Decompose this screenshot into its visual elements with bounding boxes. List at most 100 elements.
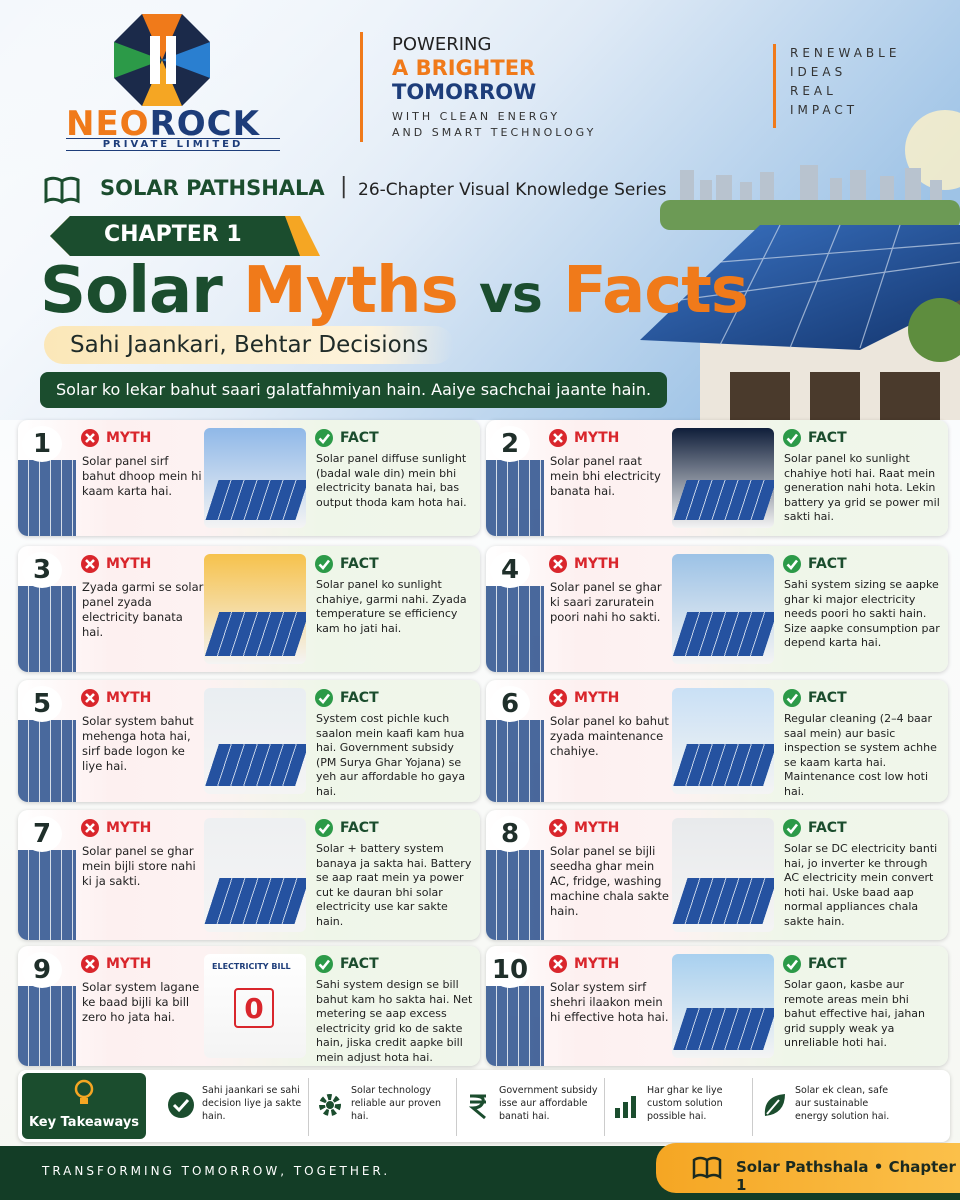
myth-text: Zyada garmi se solar panel zyada electri… <box>82 580 204 639</box>
fact-text: Sahi system sizing se aapke ghar ki majo… <box>784 578 940 649</box>
card-image <box>204 428 306 528</box>
fact-icon <box>783 555 801 573</box>
subtitle: Sahi Jaankari, Behtar Decisions <box>44 326 455 364</box>
myth-text: Solar system bahut mehenga hota hai, sir… <box>82 714 194 773</box>
title-word: Solar <box>40 254 223 328</box>
image-panel <box>205 480 306 520</box>
card-image: ELECTRICITY BILL 0 <box>204 954 306 1058</box>
myth-text: Solar system lagane ke baad bijli ka bil… <box>82 980 200 1024</box>
card-number: 1 <box>22 426 62 462</box>
myth-text: Solar panel ko bahut zyada maintenance c… <box>550 714 669 758</box>
footer-badge: Solar Pathshala • Chapter 1 <box>656 1143 960 1194</box>
fact-label-text: FACT <box>808 820 847 836</box>
card-thumbnail <box>486 720 544 802</box>
myth-label: MYTH <box>80 554 151 574</box>
card-image <box>672 428 774 528</box>
fact-label: FACT <box>314 818 379 838</box>
myth-text: Solar panel se ghar mein bijli store nah… <box>82 844 196 888</box>
fact-text: Solar + battery system banaya ja sakta h… <box>316 842 472 928</box>
card-number: 7 <box>22 816 62 852</box>
myth-label: MYTH <box>80 428 151 448</box>
fact-label: FACT <box>782 954 847 974</box>
myth-label: MYTH <box>80 688 151 708</box>
fact-text: Solar panel ko sunlight chahiye, garmi n… <box>316 578 467 635</box>
card-number: 10 <box>490 952 530 988</box>
card-image <box>204 554 306 664</box>
side-word: RENEWABLE <box>790 46 901 60</box>
myth-label: MYTH <box>548 554 619 574</box>
card-thumbnail <box>18 850 76 940</box>
image-panel <box>204 878 306 924</box>
myth-label: MYTH <box>548 688 619 708</box>
myth-label-text: MYTH <box>106 690 152 706</box>
book-icon <box>692 1156 722 1180</box>
fact-label-text: FACT <box>340 556 379 572</box>
card-image <box>672 818 774 932</box>
image-panel <box>672 878 774 924</box>
takeaway-icon <box>764 1094 785 1116</box>
fact-label-text: FACT <box>808 430 847 446</box>
series-description: 26-Chapter Visual Knowledge Series <box>358 180 667 200</box>
takeaway-text: Government subsidy isse aur affordable b… <box>499 1085 598 1122</box>
myth-fact-card: 9 MYTH Solar system lagane ke baad bijli k… <box>18 946 480 1066</box>
card-thumbnail <box>486 850 544 940</box>
fact-icon <box>315 819 333 837</box>
fact-icon <box>315 555 333 573</box>
fact-icon <box>783 429 801 447</box>
takeaway-icon <box>615 1096 636 1118</box>
myth-icon <box>81 955 99 973</box>
fact-text: Solar se DC electricity banti hai, jo in… <box>784 842 938 928</box>
myth-icon <box>549 429 567 447</box>
fact-label-text: FACT <box>340 690 379 706</box>
image-panel <box>673 1008 774 1050</box>
takeaway: Sahi jaankari se sahi decision liye ja s… <box>160 1078 306 1136</box>
title-word: vs <box>478 265 543 325</box>
takeaway: Government subsidy isse aur affordable b… <box>456 1078 602 1136</box>
card-thumbnail <box>18 986 76 1066</box>
fact-icon <box>783 955 801 973</box>
fact-icon <box>315 955 333 973</box>
fact-text: Regular cleaning (2–4 baar saal mein) au… <box>784 712 937 798</box>
card-image <box>204 818 306 932</box>
card-number: 5 <box>22 686 62 722</box>
myth-label: MYTH <box>548 428 619 448</box>
logo-name: NEOROCK <box>66 104 260 144</box>
title-word: Myths <box>243 254 459 328</box>
logo-subtitle: PRIVATE LIMITED <box>66 138 280 151</box>
side-words: RENEWABLE IDEAS REAL IMPACT <box>790 44 900 120</box>
image-panel <box>204 612 306 656</box>
myth-label-text: MYTH <box>574 956 620 972</box>
myth-label-text: MYTH <box>106 956 152 972</box>
myth-label-text: MYTH <box>574 430 620 446</box>
myth-label-text: MYTH <box>574 820 620 836</box>
takeaway-text: Sahi jaankari se sahi decision liye ja s… <box>202 1085 302 1122</box>
myth-label: MYTH <box>80 818 151 838</box>
takeaway-text: Har ghar ke liye custom solution possibl… <box>647 1085 723 1122</box>
takeaway-text: Solar technology reliable aur proven hai… <box>351 1085 441 1122</box>
fact-text: Solar gaon, kasbe aur remote areas mein … <box>784 978 926 1049</box>
takeaways-header: Key Takeaways <box>22 1073 146 1139</box>
myth-label-text: MYTH <box>574 556 620 572</box>
card-number: 8 <box>490 816 530 852</box>
takeaway-text: Solar ek clean, safe aur sustainable ene… <box>795 1085 890 1122</box>
fact-text: Solar panel diffuse sunlight (badal wale… <box>316 452 467 509</box>
tagline: POWERING <box>392 34 492 55</box>
image-panel <box>672 612 774 656</box>
chapter-badge-shape <box>50 216 320 256</box>
title-word: Facts <box>563 254 749 328</box>
myth-text: Solar panel sirf bahut dhoop mein hi kaa… <box>82 454 202 498</box>
logo-mark <box>114 14 210 106</box>
myth-label-text: MYTH <box>106 430 152 446</box>
myth-fact-card: 7 MYTH Solar panel se ghar mein bijli stor… <box>18 810 480 940</box>
tagline-sub: AND SMART TECHNOLOGY <box>392 126 597 139</box>
myth-text: Solar panel se bijli seedha ghar mein AC… <box>550 844 669 918</box>
card-image <box>672 554 774 664</box>
footer-badge-text: Solar Pathshala • Chapter 1 <box>736 1158 956 1194</box>
card-thumbnail <box>18 460 76 536</box>
myth-icon <box>549 689 567 707</box>
card-thumbnail <box>18 720 76 802</box>
side-word: IDEAS <box>790 65 847 79</box>
myth-fact-card: 8 MYTH Solar panel se bijli seedha ghar me… <box>486 810 948 940</box>
tagline: A BRIGHTER <box>392 56 536 80</box>
